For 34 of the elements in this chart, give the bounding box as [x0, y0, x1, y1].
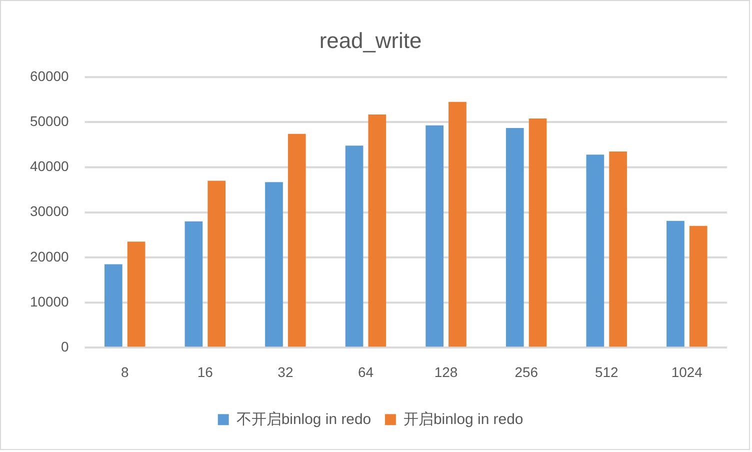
bar [586, 154, 604, 347]
y-tick-label: 0 [60, 338, 69, 354]
y-tick-label: 40000 [30, 158, 69, 174]
y-tick-label: 10000 [30, 293, 69, 310]
x-tick-label: 256 [514, 364, 538, 380]
bar [426, 125, 444, 347]
x-tick-label: 1024 [671, 364, 703, 380]
y-tick-label: 60000 [30, 68, 69, 84]
y-tick-label: 50000 [30, 113, 69, 129]
bar [127, 242, 146, 347]
bar [368, 114, 386, 347]
bar [666, 220, 684, 347]
bar [506, 128, 524, 347]
bar [345, 146, 364, 347]
x-tick-label: 128 [434, 364, 458, 380]
bar [288, 134, 306, 347]
chart-title: read_write [319, 28, 422, 54]
legend-label: 不开启binlog in redo [236, 410, 372, 428]
bar [104, 264, 122, 347]
x-tick-label: 512 [594, 364, 618, 380]
x-tick-label: 64 [358, 364, 374, 380]
bar [448, 102, 466, 347]
bar [528, 118, 547, 347]
bar [689, 226, 708, 347]
bar [609, 151, 627, 347]
bar [265, 182, 283, 347]
x-tick-label: 8 [120, 364, 129, 380]
y-tick-label: 30000 [30, 203, 69, 220]
legend-label: 开启binlog in redo [403, 410, 524, 428]
x-tick-label: 32 [278, 364, 294, 380]
bar [184, 221, 203, 347]
y-tick-label: 20000 [30, 248, 69, 264]
x-tick-label: 16 [197, 364, 214, 380]
bar [208, 180, 226, 347]
